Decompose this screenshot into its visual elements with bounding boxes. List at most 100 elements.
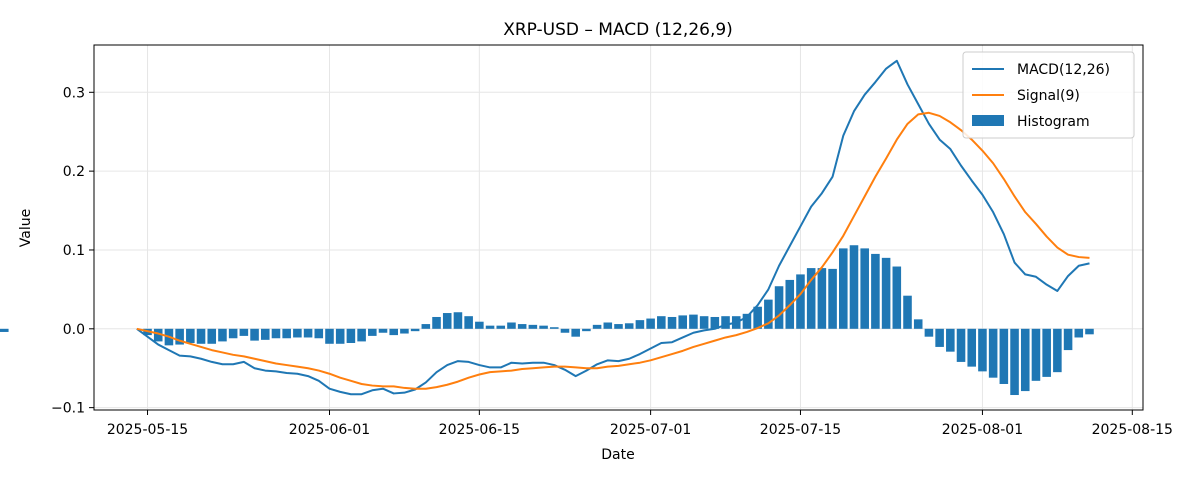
histogram-bar <box>999 328 1009 384</box>
histogram-bar <box>1063 328 1073 351</box>
x-tick-label: 2025-06-15 <box>439 422 520 438</box>
histogram-bar <box>539 325 548 329</box>
histogram-bar <box>806 268 816 329</box>
histogram-bar <box>817 268 827 329</box>
histogram-bar <box>485 325 495 329</box>
x-tick-label: 2025-07-15 <box>760 422 841 438</box>
histogram-bar <box>839 248 848 329</box>
histogram-bar <box>592 324 602 329</box>
histogram-bar <box>186 328 195 343</box>
y-tick-label: 0.2 <box>63 164 85 180</box>
histogram-bar <box>1053 328 1062 373</box>
histogram-bar <box>528 324 538 329</box>
x-axis-ticks: 2025-05-15 2025-06-01 2025-06-15 2025-07-01… <box>107 410 1173 438</box>
histogram-bar <box>924 328 934 337</box>
histogram-bar <box>260 328 270 340</box>
legend-signal-label: Signal(9) <box>1017 88 1080 104</box>
y-tick-label: −0.1 <box>51 401 85 417</box>
histogram-bar <box>678 315 688 329</box>
histogram-bar <box>1042 328 1051 377</box>
histogram-bar <box>496 325 506 329</box>
histogram-bar <box>303 328 313 338</box>
y-tick-label: 0.1 <box>63 243 85 259</box>
histogram-bar <box>335 328 345 344</box>
legend-macd-label: MACD(12,26) <box>1017 62 1110 78</box>
histogram-bar <box>1010 328 1019 396</box>
histogram-bar <box>721 316 730 329</box>
legend: MACD(12,26) Signal(9) Histogram <box>962 51 1135 139</box>
histogram-bar <box>464 316 473 329</box>
series-lines <box>136 59 1090 396</box>
histogram-bar <box>742 313 752 329</box>
histogram-bar <box>571 328 580 337</box>
histogram-bar <box>646 318 655 329</box>
histogram-bar <box>207 328 217 344</box>
histogram-bar <box>250 328 259 341</box>
histogram-bar <box>560 328 570 333</box>
histogram-bar <box>603 322 613 329</box>
histogram-bar <box>956 328 966 362</box>
y-tick-label: 0.3 <box>63 85 85 101</box>
histogram-bar <box>282 328 291 339</box>
histogram-bar <box>517 324 527 329</box>
histogram-bar <box>549 327 559 329</box>
histogram-bar <box>325 328 334 344</box>
histogram-bar <box>892 266 902 329</box>
legend-histogram-label: Histogram <box>1017 114 1090 130</box>
histogram-bar <box>667 316 677 329</box>
histogram-bar <box>871 253 880 329</box>
histogram-bar <box>218 328 227 342</box>
histogram-bar <box>378 328 388 333</box>
histogram-bar <box>1085 328 1094 335</box>
histogram-bar <box>357 328 366 342</box>
histogram-bar <box>1020 328 1030 392</box>
histogram-bar <box>946 328 955 352</box>
histogram-bar <box>453 312 463 329</box>
histogram-bar <box>689 314 698 329</box>
macd-line <box>136 59 1090 396</box>
histogram-bar <box>410 328 420 332</box>
histogram-bar <box>1074 328 1084 338</box>
plot-frame <box>93 44 1144 411</box>
histogram-bar <box>239 328 249 336</box>
histogram-bar <box>624 323 634 329</box>
histogram-bar <box>421 324 431 329</box>
histogram-bar <box>935 328 944 347</box>
histogram-bar <box>0 328 9 332</box>
y-axis-ticks: −0.1 0.0 0.1 0.2 0.3 <box>51 85 94 417</box>
histogram-bar <box>346 328 356 343</box>
histogram-bar <box>635 320 645 329</box>
histogram-bar <box>774 286 784 329</box>
chart-title: XRP-USD – MACD (12,26,9) <box>503 20 733 40</box>
histogram-bar <box>293 328 302 338</box>
histogram-bar <box>614 324 623 329</box>
legend-box <box>962 51 1135 139</box>
x-tick-label: 2025-05-15 <box>107 422 188 438</box>
histogram-bar <box>175 328 184 345</box>
x-tick-label: 2025-08-15 <box>1092 422 1173 438</box>
histogram-bar <box>967 328 977 367</box>
histogram-bar <box>400 328 409 334</box>
histogram-bar <box>432 316 441 329</box>
histogram-bar <box>389 328 398 336</box>
histogram-bar <box>442 313 452 329</box>
histogram-bar <box>913 319 923 329</box>
histogram-bar <box>796 274 805 329</box>
histogram-bar <box>881 257 891 329</box>
x-tick-label: 2025-08-01 <box>942 422 1023 438</box>
x-tick-label: 2025-07-01 <box>610 422 691 438</box>
histogram-bars <box>0 245 1094 396</box>
histogram-bar <box>475 321 484 329</box>
x-tick-label: 2025-06-01 <box>289 422 370 438</box>
x-axis-label: Date <box>601 447 634 463</box>
histogram-bar <box>153 328 163 342</box>
y-tick-label: 0.0 <box>63 322 85 338</box>
histogram-bar <box>271 328 281 339</box>
histogram-bar <box>368 328 377 336</box>
histogram-bar <box>507 322 516 329</box>
legend-histogram-swatch <box>972 115 1004 126</box>
y-axis-label: Value <box>18 209 34 247</box>
histogram-bar <box>753 306 762 329</box>
histogram-bar <box>710 316 720 329</box>
